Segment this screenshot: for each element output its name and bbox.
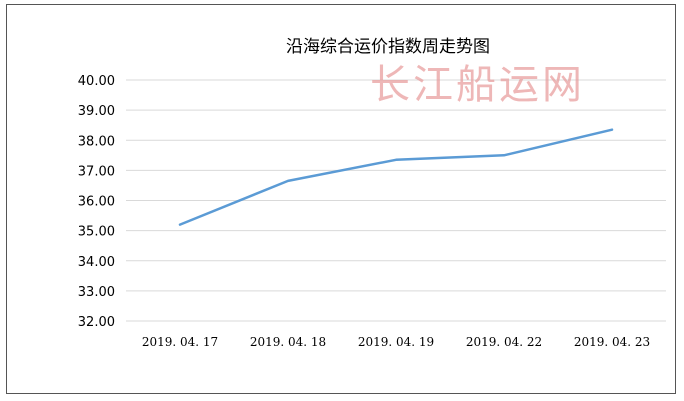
- y-tick-label: 38.00: [78, 134, 115, 149]
- y-tick-label: 33.00: [78, 285, 115, 300]
- chart-frame: [6, 4, 676, 394]
- y-tick-label: 40.00: [78, 74, 115, 89]
- gridlines: [126, 79, 666, 322]
- y-tick-label: 36.00: [78, 195, 115, 210]
- x-tick-label: 2019. 04. 22: [466, 335, 542, 349]
- x-tick-label: 2019. 04. 19: [358, 335, 434, 349]
- series-lines: [178, 128, 614, 226]
- y-tick-label: 39.00: [78, 104, 115, 119]
- series-line: [178, 128, 614, 226]
- x-tick-label: 2019. 04. 18: [250, 335, 326, 349]
- x-tick-label: 2019. 04. 23: [574, 335, 650, 349]
- x-axis-ticks: 2019. 04. 17 2019. 04. 18 2019. 04. 19 2019…: [142, 335, 650, 349]
- watermark-logo: 长江船运网: [370, 62, 585, 108]
- y-tick-label: 35.00: [78, 225, 115, 240]
- y-axis-ticks: 32.00 33.00 34.00 35.00 36.00 37.00 38.00 39.00…: [78, 74, 115, 330]
- y-tick-label: 37.00: [78, 164, 115, 179]
- x-tick-label: 2019. 04. 17: [142, 335, 218, 349]
- y-tick-label: 32.00: [78, 315, 115, 330]
- y-tick-label: 34.00: [78, 255, 115, 270]
- chart-title: 沿海综合运价指数周走势图: [286, 37, 490, 57]
